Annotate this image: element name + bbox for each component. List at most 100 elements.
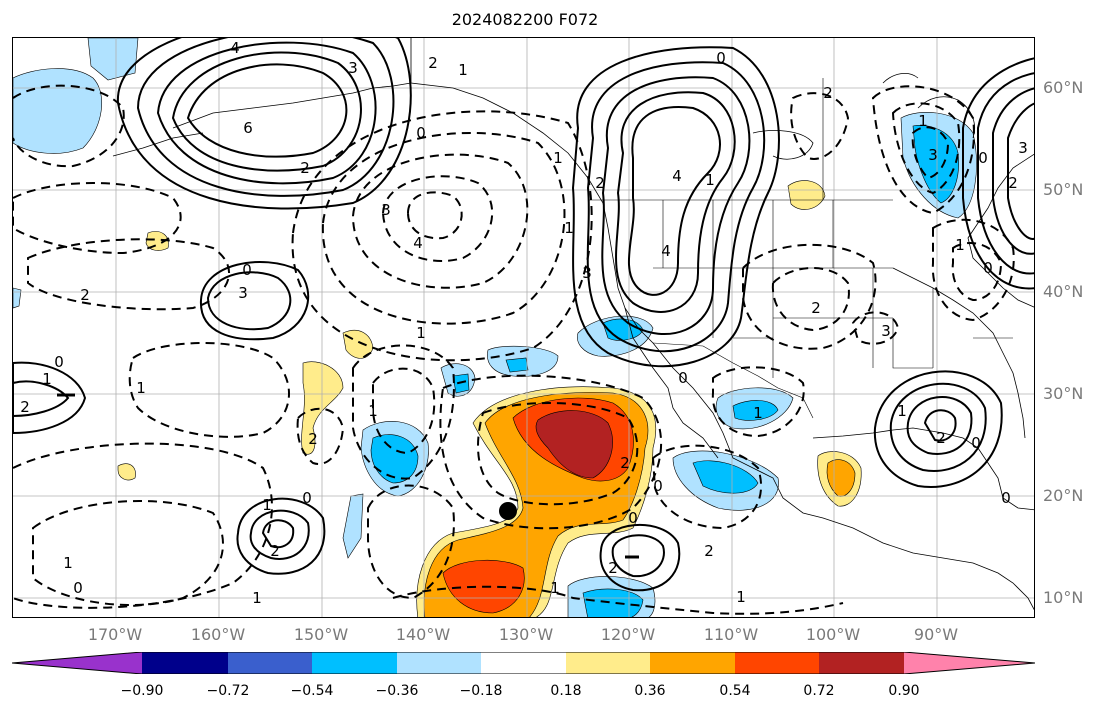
contour-label: 4: [230, 39, 240, 57]
contour-south-0: [599, 524, 681, 592]
contour-label: 3: [381, 201, 391, 219]
contour-label: 3: [1018, 139, 1028, 157]
contour-label: 2: [608, 559, 618, 577]
contour-ridge-alaska-5: [171, 51, 362, 172]
shade-blue-gulfca: [732, 400, 779, 421]
contour-label: 2: [80, 286, 90, 304]
colorbar-tick-label: 0.36: [634, 683, 666, 699]
contour-label: 1: [368, 402, 378, 420]
colorbar-segment: [312, 652, 397, 674]
contour-label: 0: [678, 369, 688, 387]
contour-label: 2: [270, 542, 280, 560]
contour-south-1: [611, 534, 665, 578]
contour-label: 2: [20, 398, 30, 416]
lat-label: 40°N: [1043, 282, 1084, 301]
contour-ridge-west-2: [601, 76, 751, 335]
contour-label: 0: [302, 489, 312, 507]
lat-label: 10°N: [1043, 588, 1084, 607]
contour-label: 0: [983, 259, 993, 277]
lon-label: 100°W: [805, 625, 861, 644]
contours-positive: [13, 38, 1034, 592]
contour-sw-0: [236, 497, 326, 575]
contour-trough-3: [381, 175, 494, 262]
contour-label: 1: [553, 149, 563, 167]
contour-label: 1: [262, 496, 272, 514]
colorbar-segment: [228, 652, 312, 674]
contour-label: 1: [550, 579, 560, 597]
lat-label: 20°N: [1043, 486, 1084, 505]
contour-label: 1: [897, 402, 907, 420]
lon-label: 170°W: [87, 625, 143, 644]
lon-label: 110°W: [703, 625, 759, 644]
contour-neg-plains-3: [851, 311, 900, 345]
shade-blue-mexico: [692, 460, 759, 494]
shade-lightblue-topleft: [87, 38, 139, 81]
contour-label: 1: [252, 589, 262, 607]
contour-neg-sw-2: [13, 442, 273, 609]
lon-label: 160°W: [190, 625, 246, 644]
contour-label: 1: [564, 219, 574, 237]
lat-label: 60°N: [1043, 78, 1084, 97]
contour-gulf-0: [889, 382, 987, 472]
contour-label: 1: [63, 554, 73, 572]
contour-neg-center-big-2: [477, 401, 639, 506]
colorbar-tick-label: −0.90: [120, 683, 164, 699]
shade-blue-small2: [452, 373, 470, 394]
contour-low-west-1: [206, 271, 292, 331]
contour-label: 0: [1001, 489, 1011, 507]
colorbar-tick-label: −0.54: [290, 683, 334, 699]
contour-neg-plains-2: [771, 267, 850, 332]
lat-label: 30°N: [1043, 384, 1084, 403]
colorbar-segment: [819, 652, 904, 674]
contour-label: 1: [955, 236, 965, 254]
contour-label: 0: [971, 434, 981, 452]
contour-neg-ne-3: [911, 126, 950, 180]
contour-label: 4: [672, 167, 682, 185]
colorbar-segment: [566, 652, 650, 674]
contour-gulf-2: [923, 409, 957, 442]
contour-neg-plains-1: [742, 243, 877, 350]
contour-neg-ne-2: [891, 102, 961, 195]
contour-label: 4: [661, 242, 671, 260]
contour-ridge-alaska-6: [186, 63, 348, 158]
contour-label: 2: [823, 84, 833, 102]
chart-title: 2024082200 F072: [451, 10, 599, 29]
colorbar-segment: [12, 652, 142, 674]
contour-ridge-alaska-3: [136, 38, 395, 197]
shade-blue-small1: [505, 357, 529, 373]
colorbar-tick-label: −0.36: [375, 683, 419, 699]
shade-yellow-w3: [145, 231, 169, 251]
map-panel: 4 3 6 2 1 0 2 1 0 3 4 4 4 3 2 1 0 2 0 1 …: [12, 37, 1035, 618]
contour-trough-4: [406, 191, 463, 240]
contour-neg-mex: [651, 444, 763, 530]
colorbar-segment: [142, 652, 228, 674]
contour-label: 1: [458, 61, 468, 79]
colorbar-segment: [904, 652, 1035, 674]
contour-ridge-west-1: [586, 61, 766, 353]
contour-low-west-0: [199, 261, 310, 341]
contour-label: 3: [238, 284, 248, 302]
contour-label: 3: [348, 59, 358, 77]
colorbar-tick-label: −0.72: [206, 683, 250, 699]
lon-label: 150°W: [293, 625, 349, 644]
contour-trough-2: [351, 153, 529, 289]
contour-label: 2: [620, 454, 630, 472]
shade-yellow-w4: [117, 463, 136, 481]
contour-ridge-west-3: [615, 91, 736, 313]
shade-lightblue-west: [342, 493, 364, 559]
colorbar-tick-label: 0.18: [550, 683, 582, 699]
colorbar-segment: [397, 652, 481, 674]
shade-blue-south: [582, 588, 644, 617]
colorbar-tick-label: 0.54: [719, 683, 751, 699]
contour-neg-west-3: [13, 182, 182, 255]
contour-label: 1: [42, 370, 52, 388]
contour-label: 2: [936, 429, 946, 447]
contour-gulf-1: [906, 396, 973, 455]
contour-label: 1: [736, 588, 746, 606]
contour-neg-center-2: [372, 367, 436, 455]
colorbar-segment: [481, 652, 566, 674]
shade-darkred-main: [535, 410, 613, 479]
contour-label: 3: [881, 322, 891, 340]
colorbar-tick-label: −0.18: [459, 683, 503, 699]
contour-label: 0: [653, 477, 663, 495]
